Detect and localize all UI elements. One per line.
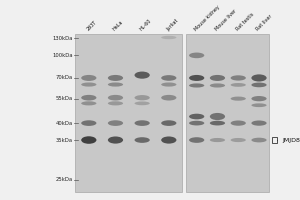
- Text: 35kDa: 35kDa: [56, 138, 73, 143]
- Ellipse shape: [134, 137, 150, 143]
- Ellipse shape: [134, 120, 150, 126]
- Bar: [272, 137, 277, 143]
- Ellipse shape: [189, 114, 204, 119]
- Ellipse shape: [161, 120, 176, 126]
- Ellipse shape: [108, 120, 123, 126]
- Ellipse shape: [189, 75, 204, 81]
- Ellipse shape: [161, 95, 176, 101]
- Ellipse shape: [161, 136, 176, 144]
- Text: 40kDa: 40kDa: [56, 121, 73, 126]
- Ellipse shape: [81, 101, 96, 105]
- Ellipse shape: [210, 113, 225, 120]
- Text: 293T: 293T: [85, 20, 98, 32]
- Ellipse shape: [134, 72, 150, 79]
- Ellipse shape: [81, 82, 96, 87]
- Ellipse shape: [108, 101, 123, 105]
- Ellipse shape: [210, 138, 225, 142]
- Ellipse shape: [81, 95, 96, 101]
- Text: 130kDa: 130kDa: [52, 36, 73, 41]
- Bar: [186, 34, 269, 192]
- Ellipse shape: [231, 75, 246, 81]
- Text: 100kDa: 100kDa: [52, 53, 73, 58]
- Ellipse shape: [161, 75, 176, 81]
- Ellipse shape: [189, 137, 204, 143]
- Text: Mouse kidney: Mouse kidney: [193, 4, 220, 32]
- Ellipse shape: [231, 120, 246, 126]
- Bar: [76, 34, 182, 192]
- Ellipse shape: [108, 75, 123, 81]
- Ellipse shape: [134, 101, 150, 105]
- Text: HL-60: HL-60: [139, 18, 152, 32]
- Ellipse shape: [189, 83, 204, 88]
- Ellipse shape: [81, 120, 96, 126]
- Text: 70kDa: 70kDa: [56, 75, 73, 80]
- Ellipse shape: [108, 95, 123, 101]
- Text: Rat liver: Rat liver: [256, 14, 274, 32]
- Text: Jurkat: Jurkat: [165, 18, 179, 32]
- Ellipse shape: [251, 120, 267, 126]
- Ellipse shape: [251, 103, 267, 107]
- Ellipse shape: [161, 82, 176, 87]
- Text: JMJD8: JMJD8: [282, 138, 300, 143]
- Text: 55kDa: 55kDa: [56, 96, 73, 101]
- Ellipse shape: [210, 75, 225, 81]
- Ellipse shape: [161, 36, 176, 39]
- Ellipse shape: [81, 136, 96, 144]
- Ellipse shape: [251, 74, 267, 82]
- Text: Mouse liver: Mouse liver: [214, 8, 237, 32]
- Ellipse shape: [251, 96, 267, 101]
- Text: HeLa: HeLa: [112, 19, 124, 32]
- Ellipse shape: [81, 75, 96, 81]
- Ellipse shape: [210, 121, 225, 125]
- Ellipse shape: [231, 83, 246, 87]
- Ellipse shape: [108, 82, 123, 87]
- Ellipse shape: [231, 97, 246, 101]
- Ellipse shape: [134, 95, 150, 100]
- Ellipse shape: [108, 136, 123, 144]
- Ellipse shape: [251, 138, 267, 142]
- Text: Rat testis: Rat testis: [235, 12, 255, 32]
- Ellipse shape: [189, 53, 204, 58]
- Ellipse shape: [231, 138, 246, 142]
- Ellipse shape: [189, 121, 204, 125]
- Ellipse shape: [210, 83, 225, 88]
- Text: 25kDa: 25kDa: [56, 177, 73, 182]
- Ellipse shape: [251, 83, 267, 87]
